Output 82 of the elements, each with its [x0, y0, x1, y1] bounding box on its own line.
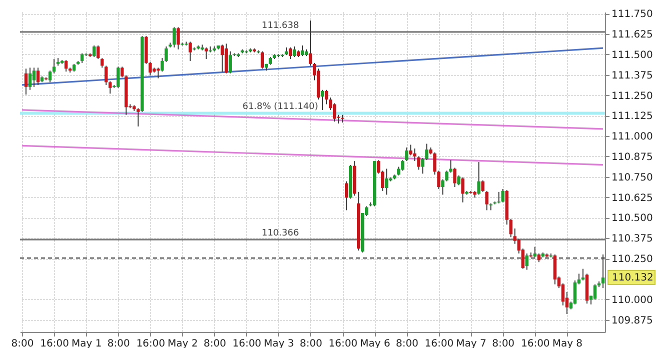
y-tick-label: 110.500	[612, 213, 653, 224]
candlestick	[553, 254, 557, 285]
candlestick	[260, 50, 264, 70]
x-tick-label: 8:00	[107, 338, 130, 348]
candlestick	[417, 156, 420, 170]
text: 110.132	[612, 272, 654, 284]
y-tick-label: 111.750	[612, 9, 653, 20]
candlestick	[164, 46, 168, 62]
candlestick	[485, 190, 488, 211]
candlestick	[52, 58, 56, 74]
candlestick	[573, 280, 577, 305]
candlestick	[332, 102, 336, 122]
x-tick-label: 8:00	[204, 338, 226, 348]
candlestick	[593, 284, 597, 300]
y-tick-label: 109.875	[612, 315, 653, 326]
y-tick-label: 110.375	[612, 234, 653, 245]
candlestick	[453, 167, 456, 188]
y-tick-label: 110.625	[612, 192, 653, 204]
candlestick	[308, 20, 312, 66]
candlestick	[581, 268, 585, 281]
candlestick	[533, 246, 536, 258]
candlestick	[32, 67, 36, 88]
candlestick	[344, 180, 348, 211]
candlestick	[501, 188, 504, 203]
candlestick	[156, 67, 160, 79]
candlestick	[292, 46, 296, 58]
candlestick	[24, 68, 28, 96]
x-tick-label: 16:00	[424, 338, 454, 348]
x-tick-label: 16:00	[136, 338, 166, 348]
candlestick	[413, 148, 416, 162]
candlestick	[48, 70, 52, 83]
candlestick	[601, 254, 605, 289]
candlestick	[64, 60, 68, 72]
x-tick-label: 16:00	[328, 338, 358, 348]
candlestick	[525, 252, 528, 270]
candlestick	[497, 191, 500, 204]
candlestick	[401, 160, 404, 172]
candlestick	[228, 50, 232, 74]
candlestick	[320, 89, 324, 110]
candlestick	[160, 58, 164, 72]
candlestick	[204, 46, 208, 60]
candlestick	[176, 26, 180, 50]
candlestick	[405, 147, 408, 162]
x-tick-label: 16:00	[232, 338, 262, 348]
ref-line-label: 111.638	[262, 20, 300, 31]
candlestick	[116, 66, 120, 88]
candlestick	[220, 44, 224, 72]
candlestick	[457, 174, 460, 186]
x-tick-label: 8:00	[11, 338, 34, 348]
y-tick-label: 111.625	[612, 30, 653, 41]
candlestick	[461, 176, 464, 203]
candlestick	[104, 65, 108, 86]
ref-line-label: 61.8% (111.140)	[242, 102, 318, 112]
x-tick-label: 8:00	[300, 338, 322, 348]
candlestick	[108, 80, 112, 94]
candlestick	[80, 52, 84, 64]
x-tick-label: 8:00	[492, 338, 515, 348]
candlestick	[188, 41, 192, 62]
x-tick-label: 8:00	[396, 338, 418, 348]
candlestick	[477, 162, 480, 196]
candlestick	[288, 46, 292, 60]
ref-line-label: 110.366	[262, 228, 300, 239]
y-tick-label: 110.750	[612, 172, 653, 184]
candlestick	[100, 58, 104, 68]
candlestick	[92, 44, 96, 58]
candlestick	[172, 26, 176, 48]
x-tick-label: 16:00	[520, 338, 550, 348]
candlestick	[96, 44, 100, 60]
y-tick-label: 110.875	[612, 152, 653, 163]
x-tick-label: 16:00	[40, 338, 69, 348]
y-tick-label: 110.000	[612, 294, 653, 306]
y-tick-label: 111.000	[612, 132, 653, 143]
candlestick	[324, 89, 328, 105]
y-tick-label: 111.375	[612, 70, 653, 82]
y-tick-label: 110.250	[612, 254, 653, 266]
candlestick	[385, 168, 388, 196]
candlestick	[36, 67, 40, 86]
y-tick-label: 111.250	[612, 90, 653, 102]
candlestick	[481, 180, 484, 192]
y-tick-label: 111.125	[612, 111, 653, 122]
candlestick	[28, 67, 32, 90]
y-tick-label: 111.500	[612, 50, 653, 61]
